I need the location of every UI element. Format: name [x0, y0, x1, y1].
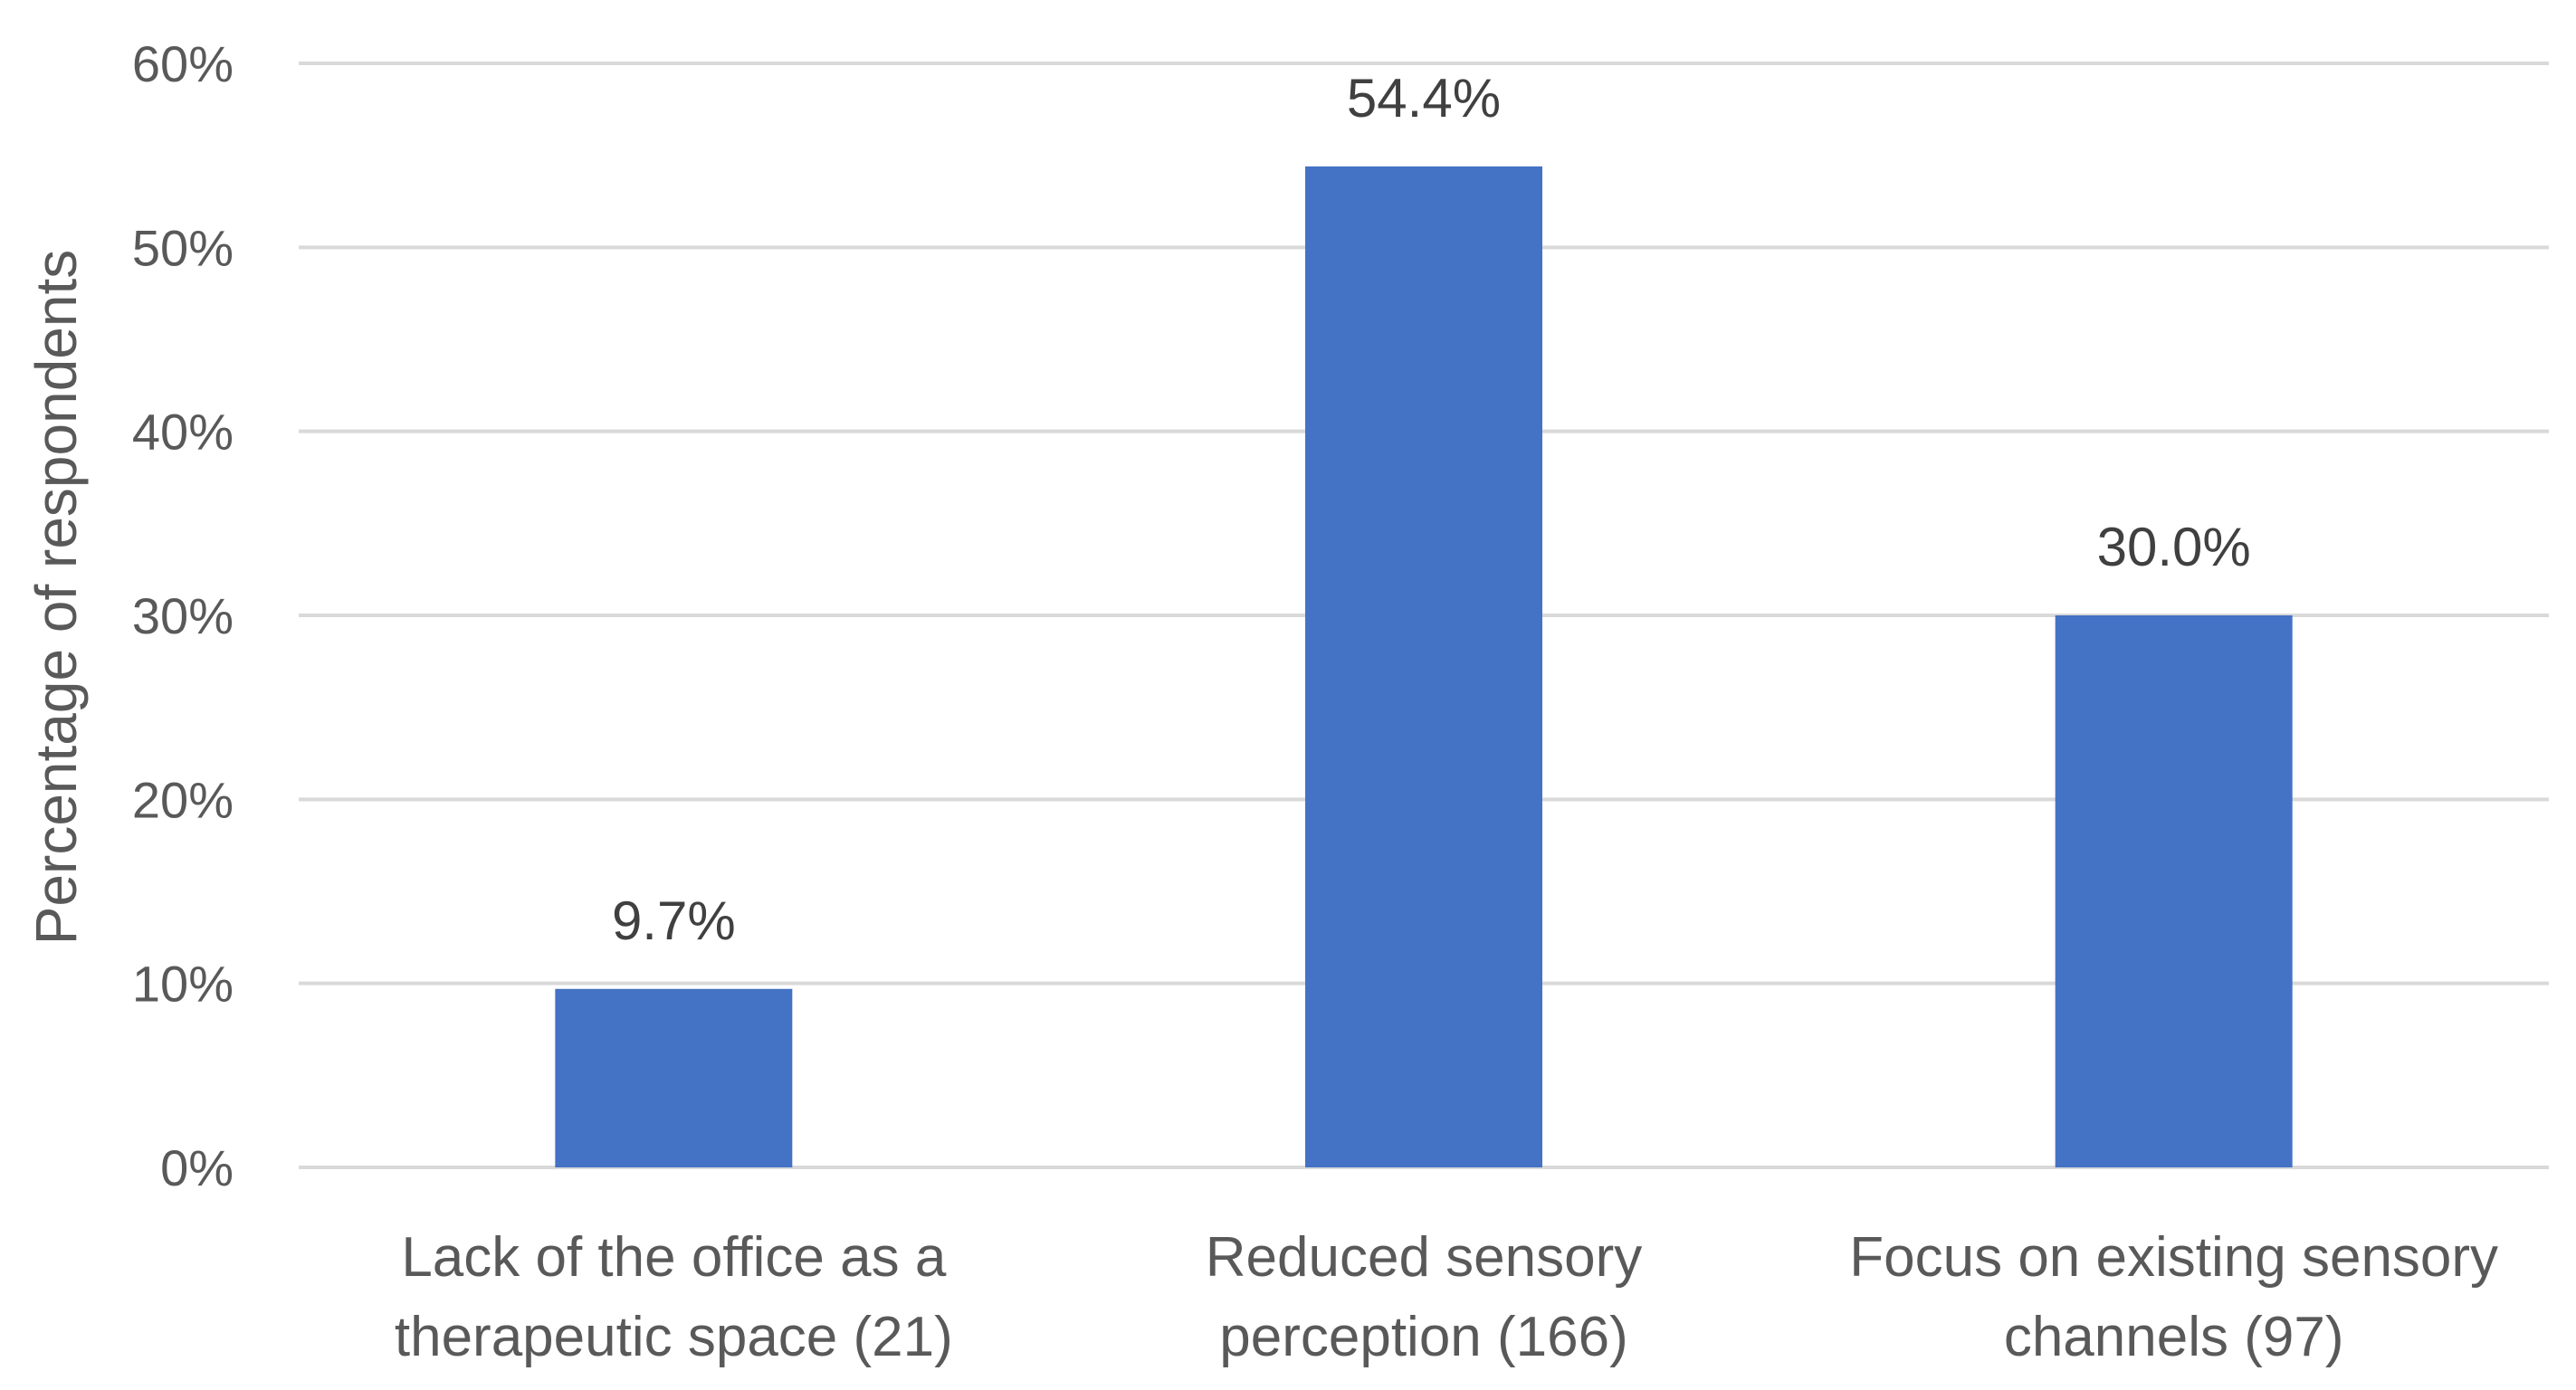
x-category-label: Focus on existing sensory channels (97): [1849, 1226, 2498, 1368]
y-tick-label: 60%: [132, 35, 234, 92]
x-category-label-line: Focus on existing sensory: [1849, 1226, 2498, 1289]
bar: [1305, 166, 1542, 1167]
data-label: 9.7%: [612, 890, 736, 951]
y-axis-ticks: 0% 10% 20% 30% 40% 50% 60%: [132, 35, 234, 1196]
y-tick-label: 50%: [132, 219, 234, 276]
y-tick-label: 30%: [132, 587, 234, 644]
x-category-label-line: Reduced sensory: [1206, 1226, 1643, 1289]
y-tick-label: 0%: [160, 1139, 234, 1196]
y-tick-label: 20%: [132, 771, 234, 828]
bars: [555, 166, 2293, 1167]
x-category-label-line: perception (166): [1219, 1306, 1628, 1368]
y-axis-label: Percentage of respondents: [24, 250, 89, 946]
x-category-label: Reduced sensory perception (166): [1206, 1226, 1643, 1368]
bar: [2055, 615, 2293, 1167]
data-label: 54.4%: [1347, 68, 1501, 129]
x-axis-categories: Lack of the office as a therapeutic space…: [395, 1226, 2498, 1368]
y-tick-label: 10%: [132, 956, 234, 1013]
x-category-label: Lack of the office as a therapeutic space…: [395, 1226, 953, 1368]
y-tick-label: 40%: [132, 404, 234, 461]
x-category-label-line: Lack of the office as a: [401, 1226, 947, 1289]
data-labels: 9.7% 54.4% 30.0%: [612, 68, 2251, 951]
x-category-label-line: therapeutic space (21): [395, 1306, 953, 1368]
x-category-label-line: channels (97): [2004, 1306, 2344, 1368]
bar: [555, 988, 793, 1167]
data-label: 30.0%: [2097, 517, 2251, 577]
